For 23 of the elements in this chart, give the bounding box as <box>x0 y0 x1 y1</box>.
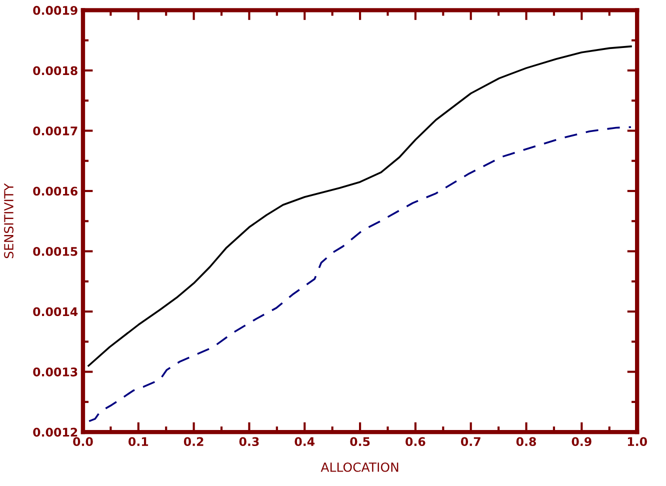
x-tick-label: 1.0 <box>628 437 647 446</box>
x-tick-label: 0.9 <box>572 437 592 446</box>
x-tick-label: 0.7 <box>460 437 480 446</box>
x-axis-title: ALLOCATION <box>320 462 398 472</box>
line-series <box>88 126 632 422</box>
y-tick-label: 0.0017 <box>33 126 78 136</box>
y-tick-label: 0.0014 <box>33 307 78 316</box>
y-tick-label: 0.0012 <box>33 428 78 437</box>
x-tick-label: 0.6 <box>406 437 426 446</box>
y-tick-label: 0.0013 <box>33 368 78 376</box>
x-tick-label: 0.5 <box>350 437 370 446</box>
y-tick-label: 0.0016 <box>33 186 78 196</box>
y-axis-title: SENSITIVITY <box>4 183 14 258</box>
x-tick-label: 0.8 <box>516 437 536 446</box>
y-tick-label: 0.0018 <box>33 66 78 76</box>
y-tick-label: 0.0015 <box>33 246 78 256</box>
x-tick-label: 0.4 <box>294 437 315 446</box>
y-tick-label: 0.0019 <box>33 6 78 15</box>
x-tick-label: 0.1 <box>128 437 148 446</box>
x-tick-label: 0.3 <box>239 437 259 446</box>
line-series <box>88 45 632 367</box>
x-tick-label: 0.2 <box>184 437 204 446</box>
x-tick-label: 0.0 <box>73 437 93 446</box>
